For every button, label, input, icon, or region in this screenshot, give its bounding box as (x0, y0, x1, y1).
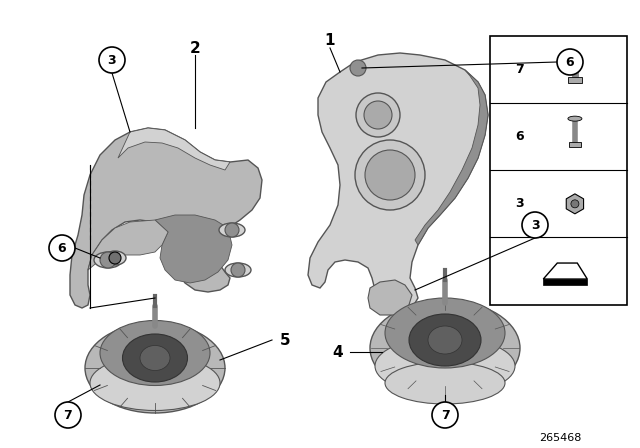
Ellipse shape (122, 334, 188, 382)
Circle shape (557, 49, 583, 75)
Polygon shape (155, 215, 232, 283)
Ellipse shape (409, 314, 481, 366)
Ellipse shape (94, 252, 122, 268)
Ellipse shape (385, 362, 505, 404)
Ellipse shape (428, 326, 462, 354)
Polygon shape (308, 53, 488, 312)
Circle shape (365, 150, 415, 200)
Bar (568, 78, 582, 83)
Circle shape (109, 252, 121, 264)
Circle shape (225, 223, 239, 237)
Polygon shape (543, 279, 588, 285)
Text: 7: 7 (440, 409, 449, 422)
Text: 6: 6 (516, 130, 524, 143)
Circle shape (350, 60, 366, 76)
Circle shape (356, 93, 400, 137)
Ellipse shape (104, 251, 126, 265)
Ellipse shape (568, 116, 582, 121)
Ellipse shape (370, 301, 520, 396)
Text: 4: 4 (333, 345, 343, 359)
Text: 265468: 265468 (539, 433, 581, 443)
Text: 3: 3 (516, 197, 524, 211)
Circle shape (355, 140, 425, 210)
Circle shape (100, 252, 116, 268)
Ellipse shape (385, 298, 505, 368)
Circle shape (49, 235, 75, 261)
Ellipse shape (85, 323, 225, 413)
Polygon shape (415, 70, 488, 245)
Text: 7: 7 (63, 409, 72, 422)
Bar (490, 36, 627, 305)
Text: 1: 1 (324, 33, 335, 47)
Ellipse shape (225, 263, 251, 277)
Circle shape (364, 101, 392, 129)
Ellipse shape (375, 337, 515, 395)
Text: 7: 7 (515, 63, 524, 76)
Circle shape (571, 200, 579, 208)
Circle shape (432, 402, 458, 428)
Text: 3: 3 (531, 219, 540, 232)
Polygon shape (118, 128, 230, 170)
Text: 5: 5 (280, 332, 291, 348)
Circle shape (99, 47, 125, 73)
Ellipse shape (219, 223, 245, 237)
Polygon shape (368, 280, 412, 315)
Polygon shape (88, 220, 168, 270)
Circle shape (231, 263, 245, 277)
Polygon shape (70, 128, 262, 308)
Circle shape (522, 212, 548, 238)
Text: 3: 3 (108, 53, 116, 66)
Ellipse shape (90, 356, 220, 410)
Ellipse shape (100, 320, 210, 385)
Bar (569, 142, 581, 146)
Text: 6: 6 (58, 241, 67, 254)
Polygon shape (543, 263, 588, 279)
Circle shape (55, 402, 81, 428)
Text: 6: 6 (566, 56, 574, 69)
Ellipse shape (140, 345, 170, 370)
Text: 2: 2 (189, 40, 200, 56)
